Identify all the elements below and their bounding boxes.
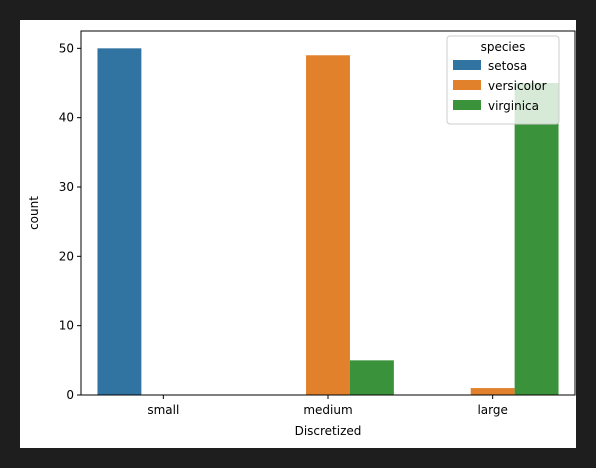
bar-setosa-small xyxy=(97,48,142,395)
legend: species setosa versicolor virginica xyxy=(446,35,560,125)
chart-canvas: 0 10 20 30 40 50 small medium large Discretized… xyxy=(20,20,576,448)
bar-chart: 0 10 20 30 40 50 small medium large Discretized… xyxy=(27,30,576,438)
y-tick-label: 20 xyxy=(59,249,74,263)
y-tick-label: 30 xyxy=(59,180,74,194)
y-tick-label: 0 xyxy=(66,388,74,402)
legend-title: species xyxy=(481,40,526,54)
bar-virginica-medium xyxy=(349,360,394,395)
y-axis-label: count xyxy=(27,196,41,230)
legend-label-virginica: virginica xyxy=(488,99,539,113)
y-tick-label: 40 xyxy=(59,111,74,125)
legend-label-versicolor: versicolor xyxy=(488,79,547,93)
x-tick-label: large xyxy=(477,403,507,417)
legend-swatch-virginica xyxy=(453,100,481,110)
x-axis: small medium large xyxy=(147,395,508,417)
bar-virginica-large xyxy=(514,83,559,395)
y-axis: 0 10 20 30 40 50 xyxy=(59,41,81,402)
y-tick-label: 50 xyxy=(59,41,74,55)
legend-label-setosa: setosa xyxy=(488,59,527,73)
bar-versicolor-medium xyxy=(306,55,350,396)
x-tick-label: small xyxy=(147,403,179,417)
x-tick-label: medium xyxy=(303,403,352,417)
bars-layer xyxy=(97,48,559,396)
legend-swatch-versicolor xyxy=(453,80,481,90)
x-axis-label: Discretized xyxy=(295,424,362,438)
legend-swatch-setosa xyxy=(453,60,481,70)
y-tick-label: 10 xyxy=(59,319,74,333)
bar-versicolor-large xyxy=(470,388,515,395)
